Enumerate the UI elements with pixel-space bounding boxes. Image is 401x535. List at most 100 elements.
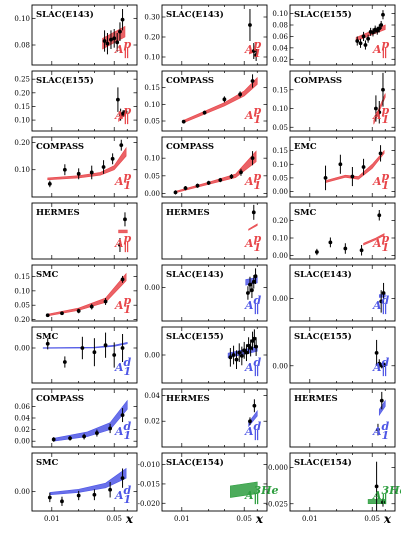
panel-2: 0.10 0.20 0.30 SLAC(E143) A p1 bbox=[144, 4, 268, 66]
panel-frame bbox=[289, 202, 396, 260]
data-point bbox=[379, 299, 384, 304]
data-point bbox=[206, 180, 211, 185]
data-point bbox=[361, 165, 366, 169]
experiment-label: SMC bbox=[36, 332, 59, 342]
observable-label: A bbox=[114, 237, 124, 250]
data-point bbox=[239, 170, 243, 175]
data-point bbox=[242, 348, 247, 353]
panel-13: 0.20 0.05 0.10 0.15 SMC A p1 bbox=[14, 264, 138, 324]
observable-sup: d bbox=[124, 356, 132, 369]
data-point bbox=[103, 343, 108, 348]
data-point bbox=[250, 288, 254, 293]
panel-frame bbox=[161, 202, 268, 260]
y-tick-label: -0.020 bbox=[138, 500, 160, 508]
observable-sub: 1 bbox=[382, 179, 390, 192]
data-point bbox=[254, 344, 259, 349]
y-tick-label: 0.10 bbox=[272, 161, 288, 169]
y-tick-label: 0.04 bbox=[144, 392, 160, 400]
data-point bbox=[246, 291, 250, 295]
experiment-label: COMPASS bbox=[294, 76, 342, 86]
y-tick-label: 0.06 bbox=[14, 403, 30, 411]
data-point bbox=[45, 313, 50, 318]
observable-label: A bbox=[244, 299, 254, 312]
data-point bbox=[323, 176, 328, 180]
data-point bbox=[118, 29, 122, 34]
observable-label: A bbox=[244, 237, 254, 250]
data-point bbox=[328, 240, 333, 245]
data-point bbox=[361, 34, 366, 39]
data-point bbox=[381, 87, 385, 92]
y-tick-label: 0.10 bbox=[14, 287, 30, 295]
observable-label: A bbox=[114, 109, 124, 122]
fit-band bbox=[49, 467, 127, 496]
data-point bbox=[251, 49, 256, 53]
observable-sub: 1 bbox=[382, 113, 390, 126]
data-point bbox=[80, 346, 85, 350]
observable-sub: 1 bbox=[254, 113, 262, 126]
observable-label: A bbox=[244, 361, 254, 374]
observable-sub: ∥ bbox=[382, 365, 388, 378]
observable-sub: 1 bbox=[124, 493, 132, 506]
observable-sup: p bbox=[124, 170, 132, 183]
observable-label: A bbox=[372, 109, 382, 122]
y-tick-label: 0.15 bbox=[144, 84, 160, 92]
experiment-label: HERMES bbox=[294, 394, 338, 404]
y-tick-label: 0.05 bbox=[272, 124, 288, 132]
x-tick-label: 0.05 bbox=[106, 515, 122, 523]
panel-12: 0.00 0.10 0.20 SMC A p1 bbox=[272, 202, 396, 260]
data-point bbox=[377, 361, 382, 366]
y-tick-label: -0.010 bbox=[138, 461, 160, 469]
data-point bbox=[382, 363, 387, 367]
panel-21: HERMES A d1 bbox=[289, 388, 396, 448]
x-tick-label: 0.01 bbox=[44, 515, 60, 523]
observable-label: A bbox=[372, 43, 382, 56]
observable-label: A bbox=[114, 361, 124, 374]
data-point bbox=[47, 182, 52, 186]
observable-sup: p bbox=[382, 232, 390, 245]
observable-sup: p bbox=[254, 104, 262, 117]
data-point bbox=[359, 248, 364, 253]
experiment-label: SMC bbox=[36, 270, 59, 280]
data-point bbox=[350, 174, 355, 179]
data-point bbox=[115, 40, 120, 45]
experiment-label: COMPASS bbox=[36, 142, 84, 152]
data-point bbox=[89, 170, 94, 175]
data-point bbox=[252, 403, 257, 408]
data-point bbox=[68, 436, 72, 441]
data-point bbox=[119, 143, 124, 148]
observable-sub: ∥ bbox=[382, 47, 388, 60]
observable-label: A bbox=[372, 489, 382, 502]
observable-label: A bbox=[244, 109, 254, 122]
observable-sup: 3He bbox=[254, 484, 279, 497]
observable-sup: p bbox=[254, 170, 262, 183]
data-point bbox=[338, 162, 343, 167]
observable-sup: d bbox=[382, 356, 390, 369]
experiment-label: HERMES bbox=[166, 208, 210, 218]
data-point bbox=[110, 156, 115, 161]
fit-band bbox=[248, 223, 258, 231]
panel-19: 0.00 0.02 0.04 0.06 COMPASS A d1 bbox=[14, 388, 138, 448]
y-tick-label: 0.15 bbox=[14, 273, 30, 281]
data-point bbox=[237, 350, 242, 355]
panel-frame bbox=[31, 202, 138, 260]
panel-frame bbox=[289, 264, 396, 322]
y-tick-label: 0.00 bbox=[14, 488, 30, 496]
observable-label: A bbox=[114, 489, 124, 502]
y-tick-label: 0.10 bbox=[144, 54, 160, 62]
data-point bbox=[234, 357, 239, 362]
panel-18: 0.00 SLAC(E155) A d∥ bbox=[272, 326, 396, 384]
data-point bbox=[248, 23, 252, 27]
y-tick-label: 0.04 bbox=[272, 44, 288, 52]
data-point bbox=[47, 495, 52, 500]
y-tick-label: 0.05 bbox=[144, 118, 160, 126]
fit-band bbox=[363, 233, 385, 246]
x-tick-label: 0.05 bbox=[236, 515, 252, 523]
x-tick-label: 0.01 bbox=[302, 515, 318, 523]
x-tick-label: 0.01 bbox=[174, 515, 190, 523]
data-point bbox=[228, 355, 233, 360]
x-axis-label: x bbox=[383, 512, 392, 526]
data-point bbox=[378, 151, 383, 156]
data-point bbox=[92, 350, 97, 355]
observable-label: A bbox=[372, 175, 382, 188]
panel-23: -0.010 -0.015 -0.020 SLAC(E154) A 3He∥ 0.01 0.0… bbox=[138, 452, 279, 526]
